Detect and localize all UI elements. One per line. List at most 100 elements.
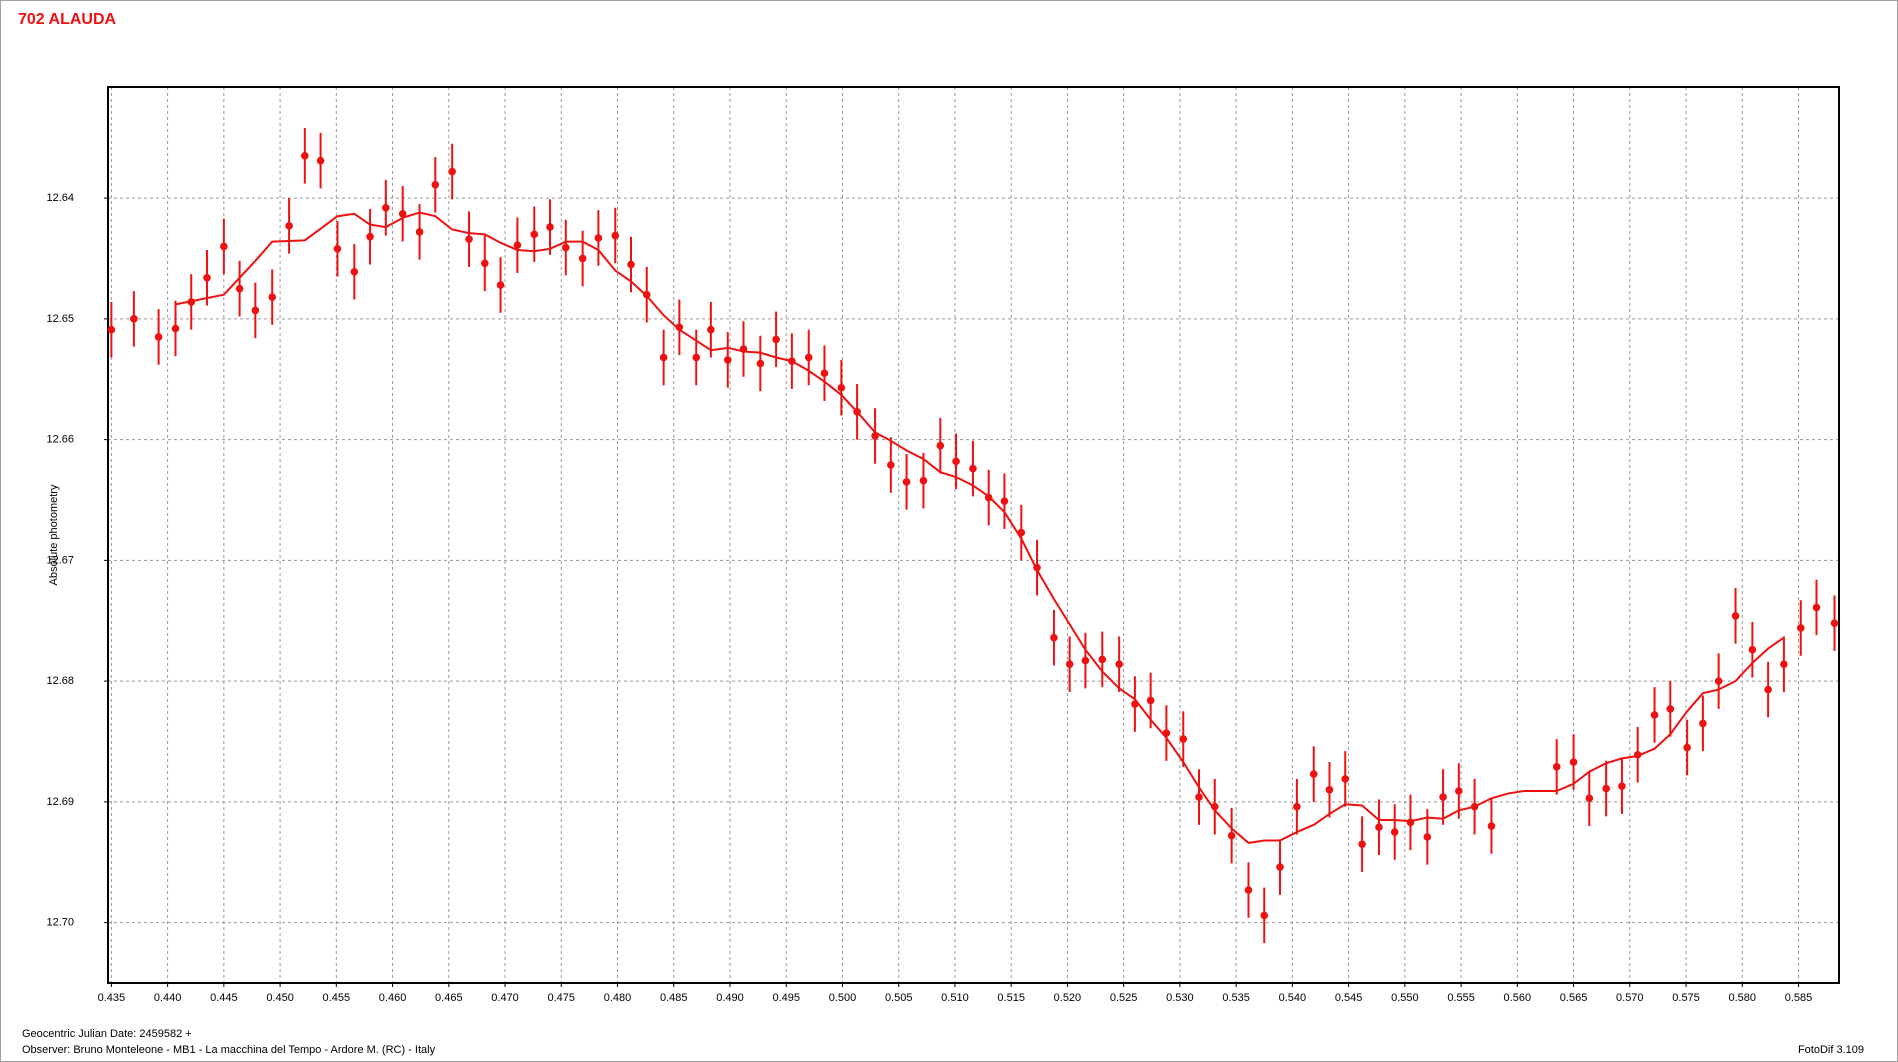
data-point <box>887 461 895 469</box>
data-point <box>952 457 960 466</box>
x-tick-label: 0.500 <box>829 992 857 1004</box>
x-tick-label: 0.545 <box>1335 992 1363 1004</box>
data-point <box>1487 822 1496 830</box>
data-point <box>1081 656 1090 665</box>
x-tick-label: 0.515 <box>997 992 1025 1004</box>
data-point <box>1179 735 1188 743</box>
data-point <box>220 242 228 251</box>
data-point <box>398 209 407 218</box>
x-tick-label: 0.450 <box>266 992 294 1004</box>
data-point <box>333 245 342 253</box>
data-point <box>465 235 473 243</box>
data-point <box>1455 787 1463 795</box>
data-point <box>171 324 180 333</box>
x-tick-label: 0.530 <box>1166 992 1194 1004</box>
x-tick-label: 0.495 <box>772 992 800 1004</box>
data-point <box>1552 763 1561 771</box>
data-point <box>1796 624 1805 632</box>
data-point <box>902 478 911 486</box>
x-tick-label: 0.520 <box>1054 992 1082 1004</box>
y-tick-label: 12.65 <box>46 313 74 325</box>
data-point <box>203 273 211 282</box>
chart-title: 702 ALAUDA <box>18 11 117 28</box>
data-point <box>611 231 620 240</box>
data-point <box>513 241 522 249</box>
x-tick-label: 0.455 <box>323 992 351 1004</box>
x-tick-label: 0.510 <box>941 992 969 1004</box>
data-point <box>804 353 813 362</box>
data-point <box>692 353 701 362</box>
observer-note: Observer: Bruno Monteleone - MB1 - La ma… <box>22 1044 436 1056</box>
data-point <box>1115 660 1123 669</box>
data-point <box>1195 793 1203 801</box>
data-point <box>1780 660 1788 669</box>
x-tick-label: 0.540 <box>1279 992 1307 1004</box>
data-point <box>350 267 359 276</box>
data-point <box>627 260 635 269</box>
x-tick-label: 0.440 <box>154 992 182 1004</box>
data-point <box>1585 794 1594 803</box>
data-point <box>820 369 829 377</box>
x-tick-label: 0.460 <box>379 992 407 1004</box>
data-point <box>756 359 765 368</box>
data-point <box>1293 802 1301 811</box>
data-point <box>1390 828 1399 836</box>
y-tick-label: 12.67 <box>46 554 74 566</box>
x-tick-label: 0.560 <box>1504 992 1532 1004</box>
data-point <box>1375 823 1383 832</box>
x-tick-label: 0.575 <box>1672 992 1700 1004</box>
data-point <box>1244 886 1253 894</box>
x-tick-label: 0.570 <box>1616 992 1644 1004</box>
x-tick-label: 0.565 <box>1560 992 1588 1004</box>
data-point <box>546 223 554 231</box>
data-point <box>1650 711 1659 719</box>
data-point <box>1748 645 1757 654</box>
data-point <box>431 181 440 189</box>
data-point <box>107 325 116 334</box>
data-point <box>1227 831 1236 840</box>
fit-line <box>175 211 1785 844</box>
data-point <box>316 156 325 165</box>
data-point <box>496 281 505 289</box>
data-point <box>919 476 928 485</box>
data-point <box>659 353 668 362</box>
data-point <box>837 383 846 392</box>
data-point <box>268 293 277 301</box>
x-tick-label: 0.555 <box>1447 992 1475 1004</box>
y-tick-label: 12.69 <box>46 796 74 808</box>
data-point <box>578 254 587 263</box>
data-point <box>235 284 244 293</box>
y-axis-label: Absolute photometry <box>48 484 60 585</box>
data-point <box>1146 696 1155 705</box>
x-tick-label: 0.435 <box>98 992 126 1004</box>
y-tick-label: 12.66 <box>46 434 74 446</box>
data-point <box>301 152 309 160</box>
data-point <box>154 333 163 341</box>
x-tick-label: 0.475 <box>548 992 576 1004</box>
y-tick-label: 12.68 <box>46 675 74 687</box>
data-point <box>723 356 732 364</box>
x-tick-label: 0.485 <box>660 992 688 1004</box>
data-point <box>1830 619 1839 627</box>
x-tick-label: 0.535 <box>1222 992 1250 1004</box>
data-point <box>480 259 489 268</box>
x-tick-label: 0.490 <box>716 992 744 1004</box>
data-point <box>130 315 138 323</box>
data-point <box>1731 612 1740 620</box>
data-point <box>1260 911 1269 920</box>
data-point <box>772 335 780 344</box>
data-point <box>1098 655 1107 664</box>
data-point <box>1812 603 1821 612</box>
data-point <box>1065 660 1074 669</box>
x-tick-label: 0.580 <box>1729 992 1757 1004</box>
data-point <box>251 306 260 315</box>
data-point <box>561 243 570 252</box>
x-axis-label: Geocentric Julian Date: 2459582 + <box>22 1028 192 1040</box>
data-point <box>936 441 945 450</box>
x-tick-label: 0.505 <box>885 992 913 1004</box>
data-point <box>707 325 715 334</box>
data-point <box>382 203 390 212</box>
x-tick-label: 0.550 <box>1391 992 1419 1004</box>
y-tick-label: 12.70 <box>46 917 74 929</box>
